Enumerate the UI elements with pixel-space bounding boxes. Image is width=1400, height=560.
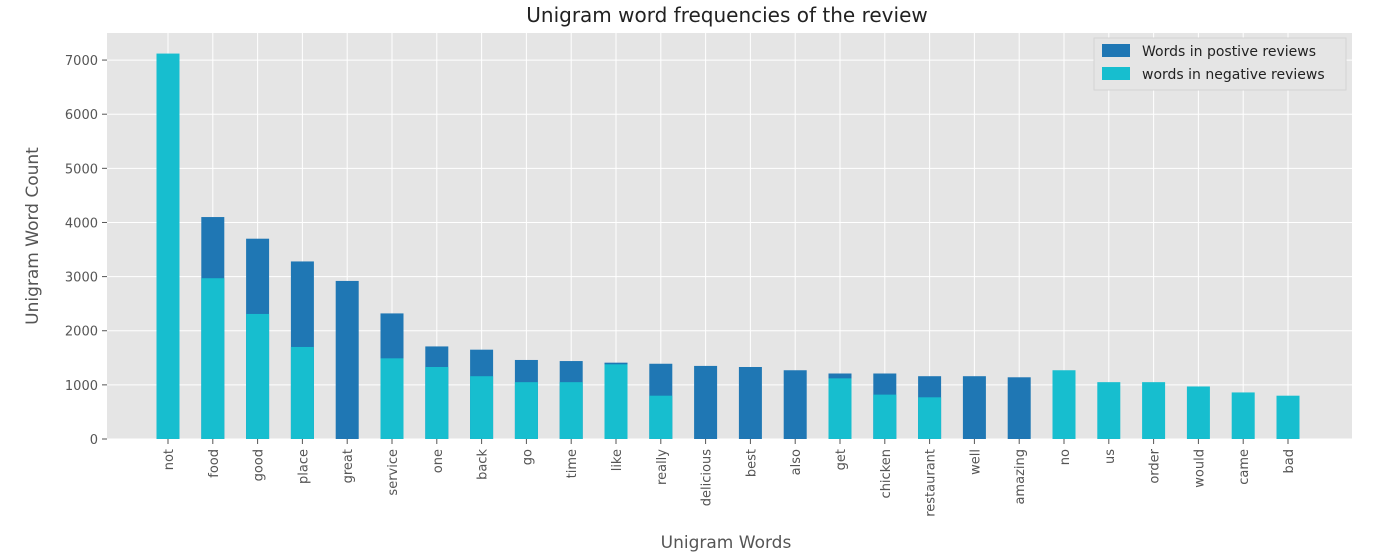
y-tick-label: 4000 [65,216,98,231]
y-tick-label: 3000 [65,271,98,286]
bars [156,53,1300,439]
bar-negative-back [470,376,494,439]
bar-negative-not [156,53,180,439]
x-tick-label: restaurant [924,449,939,517]
chart-title: Unigram word frequencies of the review [526,3,927,27]
bar-negative-order [1142,382,1166,439]
x-tick-label: amazing [1013,449,1028,505]
bar-positive-amazing [1007,377,1031,439]
x-tick-label: well [968,449,983,475]
y-tick-label: 7000 [65,54,98,69]
x-tick-label: order [1148,448,1163,483]
x-tick-label: us [1103,449,1118,464]
x-tick-label: came [1237,449,1252,485]
bar-negative-food [201,278,225,439]
x-axis-title: Unigram Words [661,533,792,553]
x-tick-label: really [655,449,670,485]
y-tick-label: 0 [90,433,98,448]
x-tick-label: also [789,449,804,475]
legend-box [1093,37,1347,91]
y-tick-label: 6000 [65,108,98,123]
x-tick-label: not [162,449,177,470]
bar-negative-one [425,367,449,439]
x-tick-label: one [431,449,446,473]
bar-negative-us [1097,382,1121,439]
legend: Words in postive reviews words in negati… [1093,37,1347,91]
plot-area [107,33,1352,439]
y-tick-label: 1000 [65,379,98,394]
x-tick-label: get [834,449,849,470]
x-tick-label: place [296,449,311,484]
x-tick-label: good [252,449,267,481]
bar-positive-delicious [694,365,718,439]
bar-positive-great [335,280,359,439]
legend-swatch-negative [1102,67,1130,80]
x-tick-label: bad [1282,449,1297,473]
bar-negative-chicken [873,394,897,439]
x-tick-label: would [1192,449,1207,488]
x-tick-label: chicken [879,449,894,498]
x-tick-label: service [386,449,401,496]
bar-negative-bad [1276,395,1300,439]
bar-negative-time [559,382,583,439]
bar-positive-also [783,370,807,439]
x-tick-label: go [520,449,535,465]
bar-negative-really [649,395,673,439]
x-tick-label: best [744,449,759,477]
y-tick-label: 5000 [65,162,98,177]
bar-negative-like [604,364,628,439]
bar-negative-good [246,313,270,439]
bar-negative-place [290,346,314,439]
bar-negative-restaurant [918,397,942,439]
y-axis-ticks: 0 1000 2000 3000 4000 5000 6000 7000 [65,54,107,448]
y-axis-title: Unigram Word Count [23,147,43,325]
bar-negative-would [1186,386,1210,439]
bar-positive-well [962,376,986,439]
bar-negative-service [380,358,404,439]
x-tick-label: like [610,449,625,471]
bar-negative-no [1052,370,1076,439]
bar-positive-best [738,367,762,439]
x-tick-label: food [207,449,222,478]
y-tick-label: 2000 [65,325,98,340]
x-tick-label: delicious [700,449,715,506]
bar-negative-go [514,382,538,439]
bar-negative-get [828,378,852,439]
x-tick-label: no [1058,449,1073,465]
bar-negative-came [1231,392,1255,439]
legend-swatch-positive [1102,44,1130,57]
x-axis-ticks: not food good place great service one back go tim… [162,439,1297,517]
x-tick-label: great [341,449,356,483]
legend-label-positive: Words in postive reviews [1142,44,1316,60]
x-tick-label: back [476,449,491,480]
legend-label-negative: words in negative reviews [1142,67,1325,83]
x-tick-label: time [565,449,580,478]
